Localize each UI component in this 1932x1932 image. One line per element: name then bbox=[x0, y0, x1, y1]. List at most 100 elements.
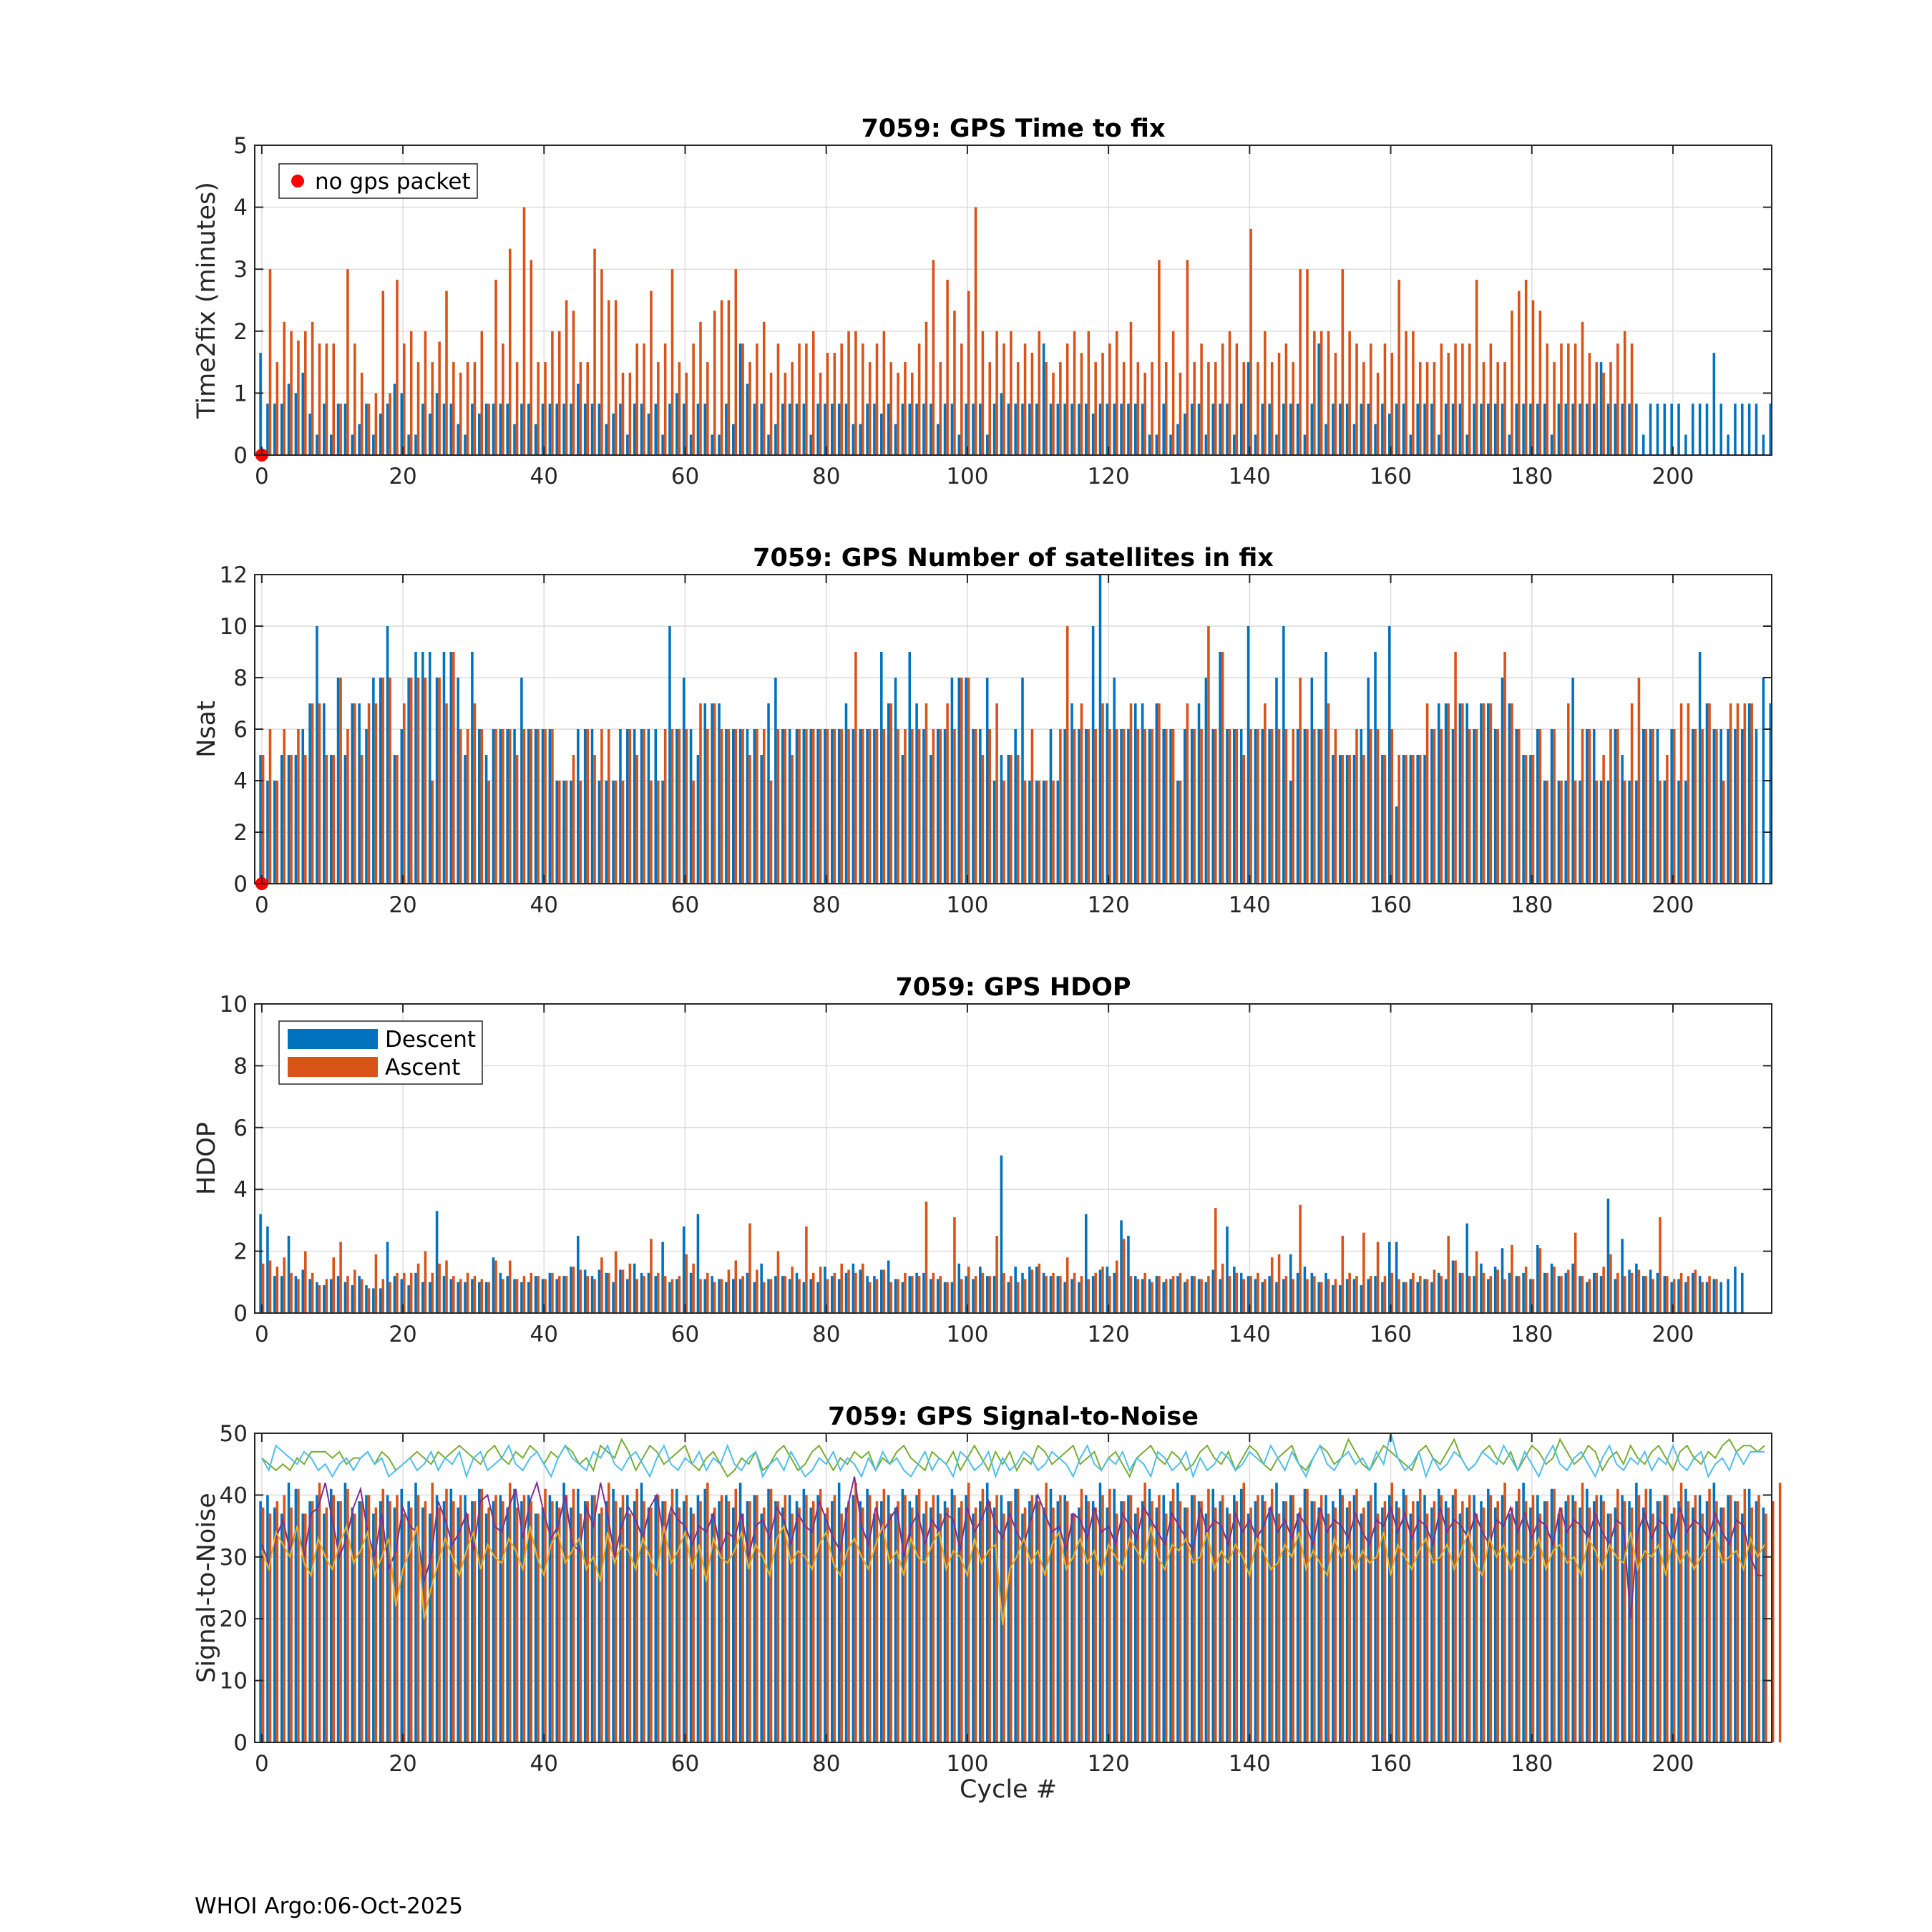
bar-descent bbox=[930, 404, 932, 455]
bar-descent bbox=[1402, 404, 1405, 455]
x-tick-label: 60 bbox=[671, 1751, 699, 1777]
bar-ascent bbox=[508, 1260, 512, 1313]
bar-descent bbox=[513, 729, 516, 884]
bar-ascent bbox=[1412, 1501, 1415, 1742]
bar-ascent bbox=[1214, 362, 1217, 455]
bar-descent bbox=[1317, 1282, 1320, 1313]
bar-ascent bbox=[995, 703, 998, 884]
bar-descent bbox=[908, 1276, 912, 1313]
bar-ascent bbox=[614, 781, 618, 884]
bar-ascent bbox=[1136, 1279, 1140, 1313]
bar-descent bbox=[541, 1279, 545, 1313]
bar-descent bbox=[979, 1501, 982, 1742]
bar-descent bbox=[1522, 1483, 1525, 1742]
bar-descent bbox=[873, 404, 876, 455]
bar-ascent bbox=[1087, 1501, 1091, 1742]
bar-ascent bbox=[1376, 1241, 1380, 1313]
bar-descent bbox=[1204, 1282, 1208, 1313]
bar-descent bbox=[1035, 1495, 1038, 1742]
bar-ascent bbox=[487, 1507, 490, 1742]
bar-descent bbox=[301, 729, 305, 884]
bar-ascent bbox=[537, 1513, 540, 1742]
bar-descent bbox=[1508, 434, 1511, 455]
bar-ascent bbox=[889, 1282, 892, 1313]
bar-ascent bbox=[1595, 362, 1599, 455]
x-tick-label: 0 bbox=[255, 1322, 269, 1347]
bar-descent bbox=[1162, 404, 1165, 455]
bar-ascent bbox=[1094, 1272, 1097, 1313]
bar-descent bbox=[781, 1276, 784, 1313]
bar-descent bbox=[831, 404, 834, 455]
bar-ascent bbox=[1440, 729, 1443, 884]
bar-descent bbox=[1374, 1276, 1377, 1313]
bar-ascent bbox=[1412, 331, 1415, 455]
bar-descent bbox=[1762, 1507, 1765, 1742]
bar-descent bbox=[1352, 1495, 1356, 1742]
bar-descent bbox=[1719, 1507, 1722, 1742]
bar-ascent bbox=[325, 1507, 328, 1742]
bar-ascent bbox=[1524, 1501, 1528, 1742]
bar-descent bbox=[1705, 1282, 1709, 1313]
bar-descent bbox=[1141, 404, 1144, 455]
bar-ascent bbox=[424, 1501, 427, 1742]
bar-ascent bbox=[1151, 1501, 1153, 1742]
bar-ascent bbox=[1221, 343, 1224, 455]
bar-descent bbox=[393, 384, 396, 455]
bar-descent bbox=[1416, 404, 1419, 455]
bar-ascent bbox=[579, 781, 582, 884]
bar-descent bbox=[1529, 1507, 1532, 1742]
bar-ascent bbox=[1715, 1501, 1718, 1742]
bar-ascent bbox=[862, 343, 864, 455]
bar-ascent bbox=[508, 248, 512, 455]
bar-ascent bbox=[1038, 1501, 1041, 1742]
bar-descent bbox=[696, 404, 700, 455]
bar-descent bbox=[718, 1501, 721, 1742]
bar-ascent bbox=[1080, 1488, 1083, 1742]
bar-descent bbox=[767, 434, 770, 455]
bar-descent bbox=[774, 678, 777, 884]
bar-descent bbox=[985, 1483, 989, 1742]
bar-ascent bbox=[1644, 1276, 1648, 1313]
bar-ascent bbox=[1743, 703, 1747, 884]
bar-descent bbox=[1423, 404, 1426, 455]
bar-ascent bbox=[431, 362, 434, 455]
bar-ascent bbox=[452, 1501, 455, 1742]
bar-ascent bbox=[1701, 729, 1704, 884]
bar-ascent bbox=[544, 362, 547, 455]
bar-ascent bbox=[769, 1279, 773, 1313]
bar-descent bbox=[922, 729, 925, 884]
bar-descent bbox=[1367, 1279, 1370, 1313]
bar-descent bbox=[1049, 1488, 1053, 1742]
chart-title: 7059: GPS HDOP bbox=[895, 973, 1131, 1002]
bar-descent bbox=[301, 1513, 305, 1742]
bar-descent bbox=[1734, 1267, 1737, 1313]
bar-ascent bbox=[614, 1251, 618, 1313]
bar-ascent bbox=[572, 1267, 575, 1313]
bar-descent bbox=[774, 1276, 777, 1313]
bar-ascent bbox=[1242, 755, 1246, 884]
bar-descent bbox=[1670, 1282, 1673, 1313]
bar-descent bbox=[605, 781, 608, 884]
bar-ascent bbox=[1496, 362, 1499, 455]
bar-ascent bbox=[1355, 729, 1358, 884]
bar-descent bbox=[1063, 404, 1066, 455]
bar-descent bbox=[979, 1267, 982, 1313]
bar-descent bbox=[1190, 1276, 1194, 1313]
bar-descent bbox=[1268, 1276, 1271, 1313]
bar-descent bbox=[527, 729, 530, 884]
x-tick-label: 100 bbox=[946, 464, 988, 489]
bar-descent bbox=[915, 703, 918, 884]
bar-descent bbox=[365, 404, 368, 455]
bar-ascent bbox=[1016, 362, 1020, 455]
bar-descent bbox=[725, 404, 728, 455]
bar-ascent bbox=[868, 362, 872, 455]
bar-ascent bbox=[1750, 1507, 1753, 1742]
bar-ascent bbox=[1327, 703, 1330, 884]
bar-descent bbox=[760, 755, 763, 884]
bar-ascent bbox=[1511, 1507, 1513, 1742]
bar-ascent bbox=[946, 279, 949, 455]
bar-ascent bbox=[304, 755, 307, 884]
bar-ascent bbox=[290, 1507, 293, 1742]
bar-ascent bbox=[833, 1272, 836, 1313]
bar-descent bbox=[365, 1495, 368, 1742]
